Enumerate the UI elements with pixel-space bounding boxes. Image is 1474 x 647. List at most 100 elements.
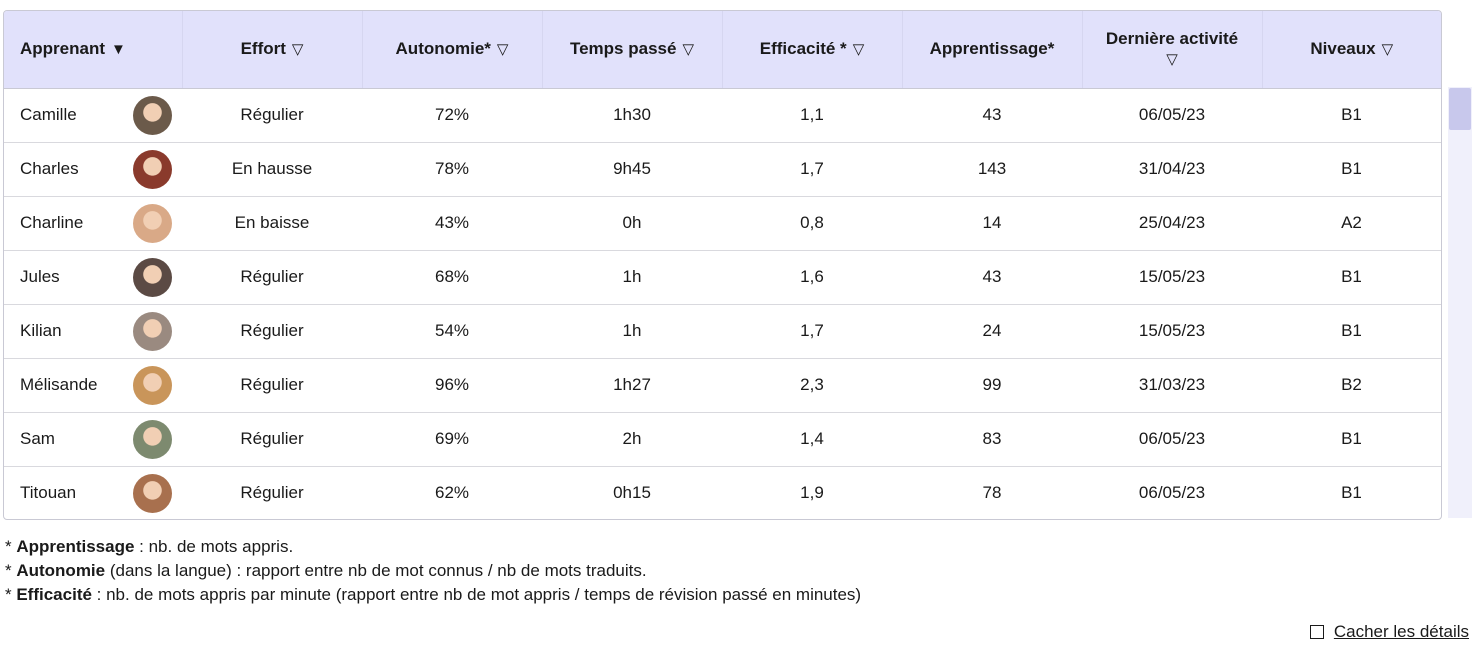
learner-name-cell: Kilian (4, 304, 182, 359)
learner-name-cell: Sam (4, 412, 182, 467)
avatar (133, 311, 172, 351)
effort-cell: Régulier (182, 358, 362, 413)
apprentissage-cell: 143 (902, 142, 1082, 197)
autonomie-cell: 43% (362, 196, 542, 251)
sort-icon[interactable]: ▽ (1381, 41, 1394, 59)
avatar (133, 257, 172, 297)
header-derniere-activite[interactable]: Dernière activité ▽ (1082, 11, 1263, 89)
niveau-cell: B1 (1262, 412, 1441, 467)
apprentissage-cell: 83 (902, 412, 1082, 467)
apprentissage-cell: 99 (902, 358, 1082, 413)
learner-name: Mélisande (20, 375, 98, 394)
table-header-row: Apprenant ▼ Effort ▽ Autonomie* ▽ Temps pas… (4, 11, 1441, 89)
derniere-activite-cell: 06/05/23 (1082, 88, 1262, 143)
apprentissage-cell: 24 (902, 304, 1082, 359)
apprentissage-cell: 43 (902, 88, 1082, 143)
niveau-cell: A2 (1262, 196, 1441, 251)
niveau-cell: B1 (1341, 483, 1362, 503)
header-apprentissage[interactable]: Apprentissage* (902, 11, 1083, 89)
sort-icon[interactable]: ▽ (1166, 51, 1178, 69)
temps-cell: 0h15 (613, 483, 651, 503)
effort-cell: Régulier (240, 483, 304, 503)
learner-name: Kilian (20, 321, 62, 340)
efficacite-cell: 1,4 (722, 412, 902, 467)
learners-table-container: Apprenant ▼ Effort ▽ Autonomie* ▽ Temps pas… (3, 10, 1442, 520)
temps-cell: 0h (542, 196, 722, 251)
scrollbar-thumb[interactable] (1449, 88, 1471, 130)
learner-name-cell: Camille (4, 88, 182, 143)
temps-cell: 9h45 (542, 142, 722, 197)
learner-name: Charline (20, 213, 84, 232)
temps-cell: 1h27 (542, 358, 722, 413)
temps-cell: 1h30 (542, 88, 722, 143)
table-row[interactable]: Titouan Régulier 62% 0h15 1,9 78 06/05/23 B1 (4, 466, 1441, 519)
learner-name: Charles (20, 159, 79, 178)
header-temps-passe[interactable]: Temps passé ▽ (542, 11, 723, 89)
learner-name-cell: Titouan (4, 466, 182, 519)
efficacite-cell: 1,9 (800, 483, 824, 503)
derniere-activite-cell: 15/05/23 (1082, 250, 1262, 305)
avatar (133, 365, 172, 405)
header-niveaux[interactable]: Niveaux ▽ (1262, 11, 1441, 89)
table-row[interactable]: Charles En hausse 78% 9h45 1,7 143 31/04/23 B1 (4, 142, 1441, 197)
learner-name: Camille (20, 105, 77, 124)
learner-name-cell: Jules (4, 250, 182, 305)
effort-cell: Régulier (182, 250, 362, 305)
table-row[interactable]: Kilian Régulier 54% 1h 1,7 24 15/05/23 B1 (4, 304, 1441, 359)
learner-name-cell: Charline (4, 196, 182, 251)
effort-cell: Régulier (182, 304, 362, 359)
avatar (133, 203, 172, 243)
autonomie-cell: 78% (362, 142, 542, 197)
effort-cell: Régulier (182, 412, 362, 467)
niveau-cell: B2 (1262, 358, 1441, 413)
footnote-autonomie: * Autonomie (dans la langue) : rapport e… (5, 561, 647, 580)
header-apprenant[interactable]: Apprenant ▼ (4, 11, 183, 89)
header-autonomie[interactable]: Autonomie* ▽ (362, 11, 543, 89)
derniere-activite-cell: 06/05/23 (1082, 412, 1262, 467)
table-row[interactable]: Camille Régulier 72% 1h30 1,1 43 06/05/23 B1 (4, 88, 1441, 143)
derniere-activite-cell: 25/04/23 (1082, 196, 1262, 251)
temps-cell: 1h (542, 250, 722, 305)
temps-cell: 1h (542, 304, 722, 359)
efficacite-cell: 0,8 (722, 196, 902, 251)
autonomie-cell: 68% (362, 250, 542, 305)
autonomie-cell: 72% (362, 88, 542, 143)
sort-icon[interactable]: ▽ (682, 41, 694, 59)
derniere-activite-cell: 31/04/23 (1082, 142, 1262, 197)
table-scrollbar[interactable] (1448, 87, 1472, 518)
hide-details-link[interactable]: Cacher les détails (1333, 622, 1469, 641)
sort-icon[interactable]: ▽ (496, 41, 509, 59)
effort-cell: Régulier (182, 88, 362, 143)
table-row[interactable]: Mélisande Régulier 96% 1h27 2,3 99 31/03/23 B2 (4, 358, 1441, 413)
apprentissage-cell: 43 (902, 250, 1082, 305)
efficacite-cell: 2,3 (722, 358, 902, 413)
table-row[interactable]: Jules Régulier 68% 1h 1,6 43 15/05/23 B1 (4, 250, 1441, 305)
learner-name-cell: Charles (4, 142, 182, 197)
sort-icon[interactable]: ▽ (291, 41, 304, 59)
table-row[interactable]: Charline En baisse 43% 0h 0,8 14 25/04/23 A2 (4, 196, 1441, 251)
sort-desc-icon[interactable]: ▼ (111, 41, 126, 59)
avatar (133, 149, 172, 189)
efficacite-cell: 1,7 (722, 142, 902, 197)
apprentissage-cell: 14 (902, 196, 1082, 251)
avatar (133, 473, 172, 513)
autonomie-cell: 69% (362, 412, 542, 467)
header-efficacite[interactable]: Efficacité * ▽ (722, 11, 903, 89)
niveau-cell: B1 (1262, 304, 1441, 359)
temps-cell: 2h (542, 412, 722, 467)
avatar (133, 95, 172, 135)
autonomie-cell: 62% (434, 483, 470, 503)
effort-cell: En baisse (182, 196, 362, 251)
niveau-cell: B1 (1262, 142, 1441, 197)
learners-table: Apprenant ▼ Effort ▽ Autonomie* ▽ Temps pas… (4, 11, 1441, 519)
hide-details-control[interactable]: Cacher les détails (1309, 622, 1469, 642)
table-row[interactable]: Sam Régulier 69% 2h 1,4 83 06/05/23 B1 (4, 412, 1441, 467)
hide-details-checkbox[interactable] (1309, 625, 1324, 639)
learner-name: Sam (20, 429, 55, 448)
learner-name: Jules (20, 267, 60, 286)
sort-icon[interactable]: ▽ (852, 41, 865, 59)
avatar (133, 419, 172, 459)
apprentissage-cell: 78 (982, 483, 1002, 503)
footnotes: * Apprentissage : nb. de mots appris. * … (5, 535, 861, 607)
header-effort[interactable]: Effort ▽ (182, 11, 363, 89)
